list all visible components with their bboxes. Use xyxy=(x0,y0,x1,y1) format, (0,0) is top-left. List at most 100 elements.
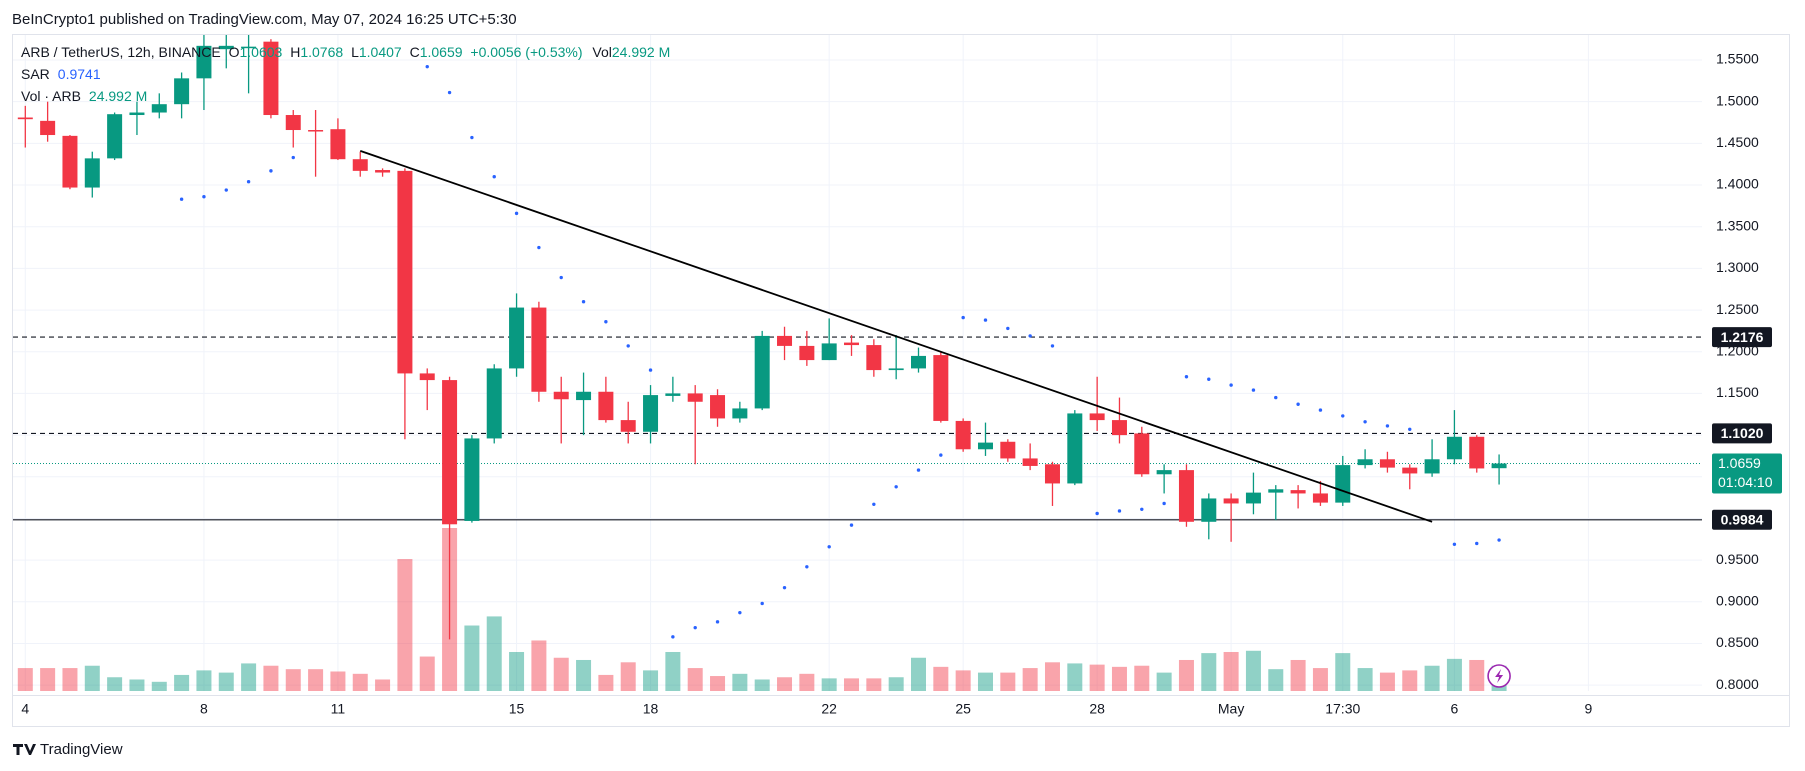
sar-dot xyxy=(1050,344,1055,348)
candle-body xyxy=(1067,413,1083,484)
volume-bar xyxy=(866,678,882,691)
candle-body xyxy=(732,408,748,419)
volume-bar xyxy=(821,678,837,691)
candle-body xyxy=(553,391,569,400)
legend-value: 1.0603 xyxy=(240,44,283,60)
volume-bar xyxy=(1223,651,1239,691)
legend-key: C xyxy=(410,44,420,60)
sar-dot xyxy=(269,169,273,173)
legend-value: 1.0659 xyxy=(420,44,463,60)
candle-body xyxy=(397,170,413,374)
legend-change: +0.0056 (+0.53%) xyxy=(470,44,582,60)
sar-dot xyxy=(916,468,921,472)
x-tick-label: May xyxy=(1218,701,1244,717)
volume-bar xyxy=(732,673,748,691)
sar-dot xyxy=(559,275,563,280)
sar-dot xyxy=(827,545,831,549)
legend-value: 24.992 M xyxy=(612,44,670,60)
sar-dot xyxy=(1140,507,1144,511)
candle-body xyxy=(509,307,525,369)
y-tick-label: 0.8500 xyxy=(1716,634,1759,650)
legend-symbol: ARB / TetherUS, 12h, BINANCE xyxy=(21,44,221,60)
volume-pane xyxy=(17,528,1507,691)
footer-brand: TradingView xyxy=(40,741,123,758)
header: BeInCrypto1 published on TradingView.com… xyxy=(12,11,517,28)
candle-body xyxy=(576,391,592,401)
sar-dot xyxy=(1296,402,1300,406)
volume-bar xyxy=(1312,668,1328,691)
candle-body xyxy=(330,129,346,160)
volume-bar xyxy=(844,678,860,691)
volume-bar xyxy=(1335,653,1351,691)
y-tick-label: 1.1500 xyxy=(1716,384,1759,400)
last-price-box xyxy=(1712,453,1782,494)
candle-body xyxy=(977,442,993,450)
volume-bar xyxy=(397,559,413,691)
volume-bar xyxy=(955,670,971,691)
candle-body xyxy=(1424,459,1440,474)
sar-dot xyxy=(1341,414,1345,418)
sar-dot xyxy=(224,188,228,192)
volume-bar xyxy=(308,669,324,691)
frame xyxy=(12,34,1790,727)
volume-bar xyxy=(1022,668,1038,691)
sar-dot xyxy=(1452,542,1457,546)
candle-body xyxy=(241,46,257,49)
volume-bar xyxy=(687,668,703,691)
level-label: 1.2176 xyxy=(1721,329,1764,345)
candle-body xyxy=(1111,420,1127,436)
level-label-box xyxy=(1712,423,1772,444)
sar-dot xyxy=(1028,334,1032,338)
candle-body xyxy=(1357,459,1373,466)
level-label: 1.1020 xyxy=(1721,425,1764,441)
candle-body xyxy=(174,78,190,105)
volume-bar xyxy=(285,669,301,691)
candle-body xyxy=(1000,441,1016,459)
candle-body xyxy=(1402,467,1418,474)
volume-bar xyxy=(1156,672,1172,691)
candle-body xyxy=(151,104,167,113)
sar-dot xyxy=(425,64,429,69)
sar-dot xyxy=(1251,388,1256,392)
candle-body xyxy=(352,159,368,171)
candle-body xyxy=(531,307,547,392)
y-tick-label: 1.4500 xyxy=(1716,134,1759,150)
price-pane xyxy=(13,35,1702,640)
sar-dot xyxy=(1184,375,1189,379)
trend-line xyxy=(359,150,1433,523)
sar-dot xyxy=(1117,509,1122,513)
candle-body xyxy=(1201,498,1217,522)
candle-body xyxy=(375,170,391,173)
legend-value: 1.0768 xyxy=(300,44,343,60)
x-tick-label: 18 xyxy=(643,701,659,717)
sar-dot xyxy=(738,610,742,615)
sar-dot xyxy=(1385,424,1390,428)
candle-body xyxy=(107,114,123,159)
candle-body xyxy=(821,343,837,361)
volume-bar xyxy=(620,662,636,691)
legend-key: L xyxy=(351,44,359,60)
sar-dot xyxy=(1095,511,1099,516)
sar-dot xyxy=(1408,427,1412,431)
alert-bolt xyxy=(1495,669,1504,683)
candle-body xyxy=(777,335,793,346)
volume-bar xyxy=(1178,659,1194,691)
y-tick-label: 1.4000 xyxy=(1716,176,1759,192)
sar-dot xyxy=(872,502,876,506)
volume-bar xyxy=(553,657,569,691)
volume-bar xyxy=(1067,663,1083,691)
candle-body xyxy=(1290,490,1306,494)
sar-dot xyxy=(537,245,541,250)
y-tick-label: 0.9000 xyxy=(1716,593,1759,609)
volume-bar xyxy=(1290,659,1306,691)
volume-bar xyxy=(754,679,770,691)
sar-dot xyxy=(849,523,854,527)
sar-dot xyxy=(1318,408,1323,412)
volume-bar xyxy=(509,651,525,691)
candle-body xyxy=(442,380,458,525)
candle-body xyxy=(665,393,681,396)
candle-body xyxy=(1469,436,1485,469)
y-tick-label: 1.3000 xyxy=(1716,259,1759,275)
x-tick-label: 11 xyxy=(331,701,346,717)
